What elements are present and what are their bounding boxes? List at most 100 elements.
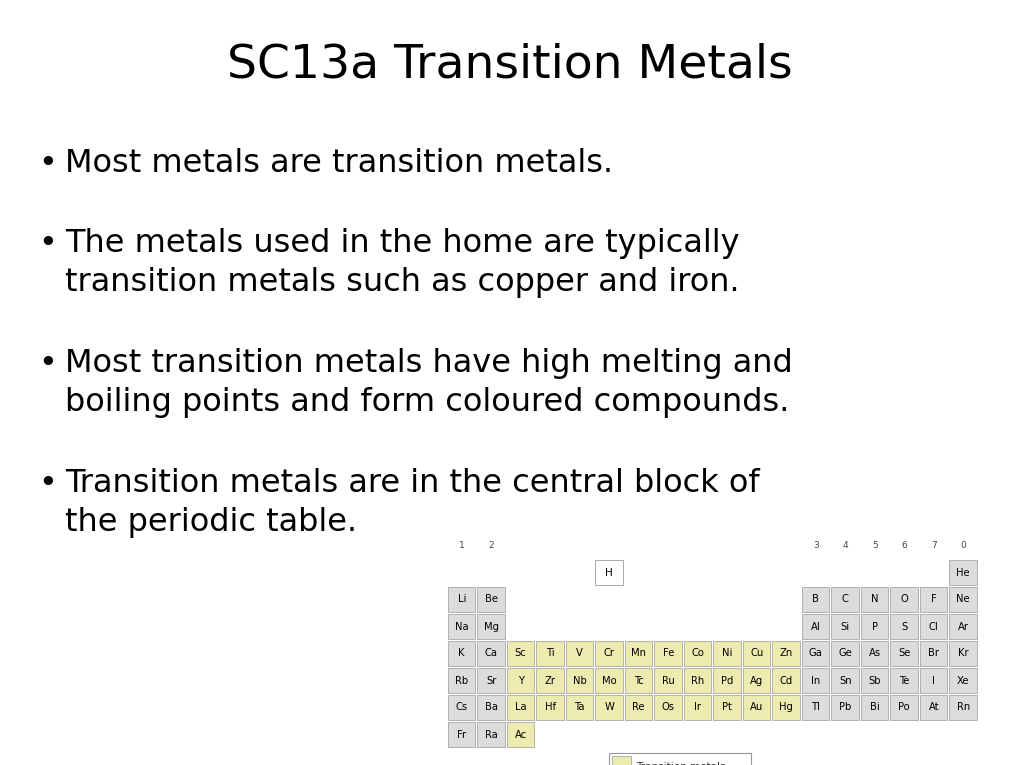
Text: Mo: Mo — [601, 675, 615, 685]
Text: Hg: Hg — [779, 702, 793, 712]
Bar — [742, 668, 769, 693]
Text: Ar: Ar — [957, 621, 968, 631]
Text: Sb: Sb — [867, 675, 880, 685]
Text: Ni: Ni — [721, 649, 732, 659]
Bar — [860, 695, 888, 720]
Text: •: • — [38, 148, 57, 179]
Text: Mn: Mn — [631, 649, 646, 659]
Bar — [830, 641, 858, 666]
Bar — [801, 668, 828, 693]
Text: As: As — [868, 649, 880, 659]
Text: Cl: Cl — [928, 621, 937, 631]
Bar — [477, 722, 504, 747]
Text: SC13a Transition Metals: SC13a Transition Metals — [227, 43, 792, 87]
Bar — [654, 668, 682, 693]
Text: Xe: Xe — [956, 675, 968, 685]
Bar — [801, 695, 828, 720]
Bar — [801, 614, 828, 639]
Text: Os: Os — [661, 702, 675, 712]
Text: C: C — [841, 594, 848, 604]
Bar — [595, 641, 623, 666]
Bar — [447, 587, 475, 612]
Text: Zn: Zn — [779, 649, 792, 659]
Bar — [860, 641, 888, 666]
Text: 7: 7 — [930, 541, 935, 550]
Bar — [447, 722, 475, 747]
Bar — [447, 614, 475, 639]
Bar — [860, 614, 888, 639]
Text: Pt: Pt — [721, 702, 732, 712]
Bar — [830, 587, 858, 612]
Text: •: • — [38, 228, 57, 259]
Bar — [625, 641, 652, 666]
Bar — [506, 722, 534, 747]
Text: P: P — [871, 621, 877, 631]
Text: Re: Re — [632, 702, 644, 712]
Bar — [801, 587, 828, 612]
Text: Po: Po — [898, 702, 909, 712]
Text: Ra: Ra — [484, 730, 497, 740]
Bar — [566, 695, 593, 720]
Text: I: I — [931, 675, 934, 685]
Text: N: N — [870, 594, 877, 604]
Text: W: W — [603, 702, 613, 712]
Bar — [771, 695, 799, 720]
Text: Li: Li — [458, 594, 466, 604]
Bar — [949, 695, 976, 720]
Text: Sn: Sn — [838, 675, 851, 685]
Bar — [595, 668, 623, 693]
Text: Be: Be — [484, 594, 497, 604]
Bar — [536, 668, 564, 693]
Bar — [595, 695, 623, 720]
Text: Si: Si — [840, 621, 849, 631]
Bar — [949, 614, 976, 639]
Bar — [860, 668, 888, 693]
Bar — [595, 560, 623, 585]
Text: Hf: Hf — [544, 702, 555, 712]
Bar — [611, 757, 631, 765]
Text: Kr: Kr — [957, 649, 968, 659]
Text: Au: Au — [749, 702, 762, 712]
Bar — [801, 641, 828, 666]
Text: Na: Na — [454, 621, 468, 631]
Text: K: K — [459, 649, 465, 659]
Bar — [713, 641, 740, 666]
Text: He: He — [956, 568, 969, 578]
Text: Transition metals are in the central block of
the periodic table.: Transition metals are in the central blo… — [65, 468, 759, 539]
Text: Transition metals: Transition metals — [636, 762, 725, 765]
Text: B: B — [811, 594, 818, 604]
Bar — [949, 560, 976, 585]
Text: Al: Al — [810, 621, 820, 631]
Text: Ne: Ne — [956, 594, 969, 604]
Text: Ac: Ac — [515, 730, 527, 740]
Bar — [742, 695, 769, 720]
Text: Cu: Cu — [749, 649, 762, 659]
Text: Br: Br — [927, 649, 938, 659]
Bar — [713, 695, 740, 720]
Text: Ru: Ru — [661, 675, 674, 685]
Bar — [830, 614, 858, 639]
Text: Pd: Pd — [720, 675, 733, 685]
Text: Ge: Ge — [838, 649, 851, 659]
Bar — [890, 614, 917, 639]
Text: Ir: Ir — [694, 702, 701, 712]
Text: Ca: Ca — [484, 649, 497, 659]
Bar — [506, 695, 534, 720]
Text: 3: 3 — [812, 541, 818, 550]
Text: Most transition metals have high melting and
boiling points and form coloured co: Most transition metals have high melting… — [65, 348, 792, 418]
Text: Mg: Mg — [483, 621, 498, 631]
Text: Co: Co — [691, 649, 703, 659]
Bar — [625, 695, 652, 720]
Text: F: F — [930, 594, 935, 604]
Bar — [536, 641, 564, 666]
Bar — [566, 641, 593, 666]
Text: Fe: Fe — [662, 649, 674, 659]
Text: 4: 4 — [842, 541, 847, 550]
Bar — [771, 668, 799, 693]
Bar — [919, 695, 947, 720]
Bar — [830, 668, 858, 693]
Text: Tl: Tl — [810, 702, 819, 712]
Text: 5: 5 — [871, 541, 876, 550]
Text: Ta: Ta — [574, 702, 585, 712]
Bar — [447, 695, 475, 720]
